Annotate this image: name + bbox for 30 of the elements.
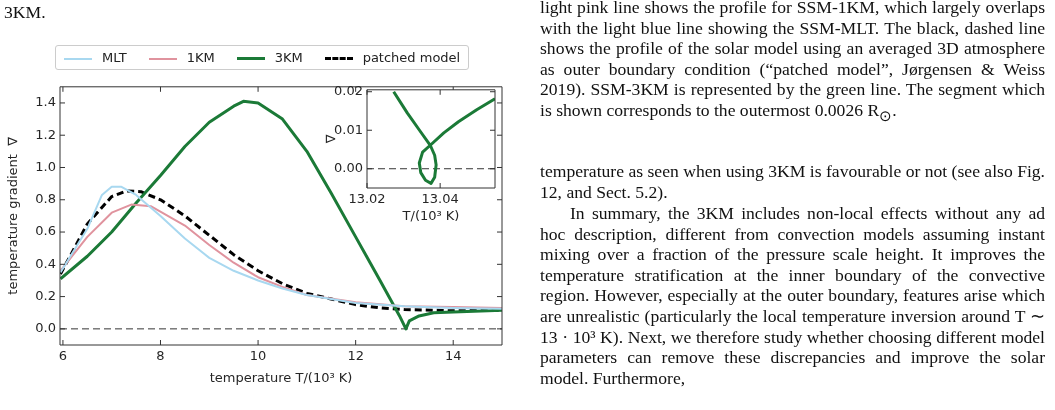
x-tick-label: 10 [249, 348, 267, 364]
y-tick-label: 0.00 [334, 160, 363, 176]
text: 3KM. [4, 2, 47, 23]
y-axis-title: ∇ [323, 134, 339, 145]
y-tick-label: 1.4 [35, 94, 56, 110]
x-tick-label: 14 [444, 348, 462, 364]
y-axis-title: temperature gradient ∇ [5, 136, 21, 295]
x-tick-label: 13.04 [421, 191, 459, 207]
x-tick-label: 8 [156, 348, 165, 364]
legend-label: MLT [101, 50, 127, 65]
x-axis-title: T/(10³ K) [401, 207, 460, 223]
y-tick-label: 0.02 [334, 83, 363, 99]
y-tick-label: 0.2 [35, 287, 56, 303]
x-axis-title: temperature T/(10³ K) [209, 369, 353, 385]
y-tick-label: 0.0 [35, 320, 56, 336]
y-tick-label: 0.6 [35, 223, 56, 239]
x-tick-label: 12 [347, 348, 364, 364]
text: light pink line shows the profile for SSM-1KM, which largely overlaps with the light blue line showing the SSM-MLT. The black, dashed line shows the profile of the solar model using an averaged 3D atmosphere as outer boundary condition (“patched model”, Jørgensen & Weiss 2019). SSM-3KM is represented by the green line. The segment which is shown corresponds to the outermost 0.0026 R$_{⊙}$. [540, 0, 1045, 126]
legend-label: 1KM [185, 50, 215, 65]
y-tick-label: 0.4 [35, 255, 56, 271]
legend-label: 3KM [273, 50, 303, 65]
y-tick-label: 1.2 [35, 126, 56, 142]
x-tick-label: 6 [58, 348, 68, 364]
legend-label: patched model [361, 50, 461, 65]
text: temperature as seen when using 3KM is favourable or not (see also Fig. 12, and Sect. 5.2). [540, 161, 1045, 203]
y-tick-label: 0.8 [35, 191, 56, 207]
y-tick-label: 0.01 [334, 121, 363, 137]
text: In summary, the 3KM includes non-local effects without any ad hoc description, different from convection models assuming instant mixing over a fraction of the pressure scale height. It improves the temperature stratification at the inner boundary of the convective region. However, especially at the outer boundary, features arise which are unrealistic (particularly the local temperature inversion around T ∼ 13 · 10³ K). Next, we therefore study whether choosing different model parameters can remove these discrepancies and improve the solar model. Furthermore, [540, 203, 1045, 388]
x-tick-label: 13.02 [348, 191, 386, 207]
y-tick-label: 1.0 [35, 158, 56, 174]
